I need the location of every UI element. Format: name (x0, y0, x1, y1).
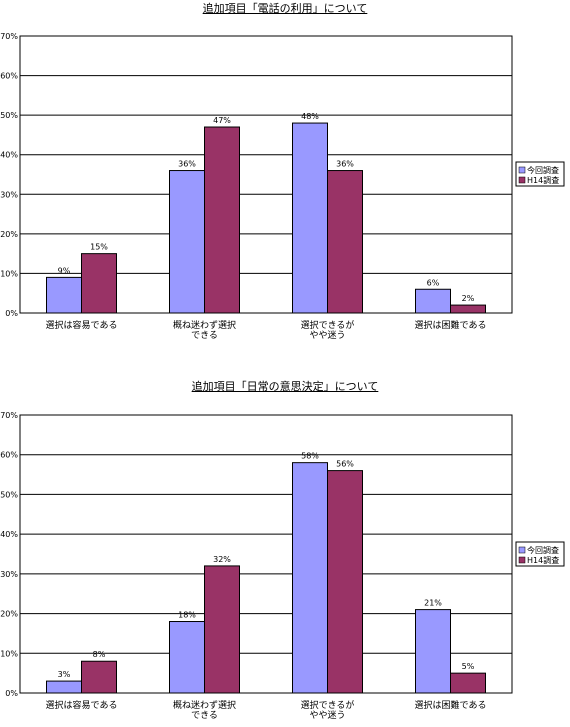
bar-chart-svg: 0% 10% 20% 30% 40% 50% 60% 70% 3% 18% 58% 21% 8% 32% 5… (0, 411, 565, 721)
bar (292, 122, 328, 314)
bar (81, 660, 117, 694)
y-tick-label: 50% (0, 490, 18, 499)
bar (46, 276, 82, 314)
bar (415, 609, 451, 694)
y-tick-label: 40% (0, 151, 18, 160)
bar (292, 462, 328, 694)
data-label: 6% (427, 278, 440, 287)
legend-label: H14調査 (527, 175, 559, 185)
x-tick-label: やや迷う (309, 329, 345, 341)
bar (415, 288, 451, 314)
bar (450, 672, 486, 694)
legend-label: 今回調査 (527, 165, 559, 175)
data-label: 8% (93, 650, 106, 659)
y-tick-label: 50% (0, 111, 18, 120)
data-label: 36% (178, 160, 196, 169)
data-label: 58% (301, 452, 319, 461)
legend-label: 今回調査 (527, 545, 559, 555)
y-tick-label: 30% (0, 190, 18, 199)
bar (204, 565, 240, 694)
data-label: 18% (178, 611, 196, 620)
y-tick-label: 70% (0, 411, 18, 420)
bar (169, 170, 205, 314)
chart-phone-usage: 追加項目「電話の利用」について 0% 10% 20% 30% 40% 50% 60% 70% 9… (0, 0, 570, 360)
bar (327, 170, 363, 314)
y-tick-label: 70% (0, 32, 18, 41)
chart-title: 追加項目「電話の利用」について (202, 2, 368, 15)
x-tick-label: 選択は困難である (415, 699, 487, 711)
x-tick-label: 選択できるが (301, 699, 355, 711)
bar (169, 621, 205, 694)
data-label: 47% (213, 116, 231, 125)
x-tick-label: 選択できるが (301, 319, 355, 331)
x-tick-label: できる (191, 330, 218, 341)
y-tick-label: 60% (0, 72, 18, 81)
x-tick-label: 概ね迷わず選択 (173, 319, 236, 331)
y-tick-label: 10% (0, 649, 18, 658)
bar (450, 304, 486, 314)
data-label: 56% (336, 460, 354, 469)
chart-daily-decision: 追加項目「日常の意思決定」について 0% 10% 20% 30% 40% 50% 60% 70… (0, 378, 570, 723)
y-tick-label: 60% (0, 451, 18, 460)
x-tick-label: できる (191, 710, 218, 721)
data-label: 3% (58, 670, 71, 679)
x-tick-label: 選択は容易である (46, 699, 118, 711)
legend-swatch (518, 556, 526, 564)
data-label: 2% (462, 294, 475, 303)
data-label: 15% (90, 243, 108, 252)
bar (204, 126, 240, 314)
y-tick-label: 0% (5, 689, 18, 698)
y-tick-label: 20% (0, 230, 18, 239)
bar (46, 680, 82, 694)
x-tick-label: 選択は困難である (415, 319, 487, 331)
data-label: 36% (336, 160, 354, 169)
legend-swatch (518, 176, 526, 184)
x-tick-label: やや迷う (309, 709, 345, 721)
x-tick-label: 選択は容易である (46, 319, 118, 331)
y-tick-label: 0% (5, 309, 18, 318)
y-tick-label: 40% (0, 530, 18, 539)
data-label: 5% (462, 662, 475, 671)
legend-swatch (518, 546, 526, 554)
data-label: 21% (424, 599, 442, 608)
y-tick-label: 10% (0, 269, 18, 278)
y-tick-label: 20% (0, 610, 18, 619)
x-tick-label: 概ね迷わず選択 (173, 699, 236, 711)
data-label: 9% (58, 266, 71, 275)
data-label: 48% (301, 112, 319, 121)
legend-swatch (518, 166, 526, 174)
bar-chart-svg: 0% 10% 20% 30% 40% 50% 60% 70% 9% 36% 48% 6% 15% 47% 3… (0, 32, 565, 341)
bar (327, 470, 363, 694)
y-tick-label: 30% (0, 570, 18, 579)
chart-title: 追加項目「日常の意思決定」について (191, 380, 379, 393)
legend-label: H14調査 (527, 555, 559, 565)
bar (81, 253, 117, 314)
data-label: 32% (213, 555, 231, 564)
